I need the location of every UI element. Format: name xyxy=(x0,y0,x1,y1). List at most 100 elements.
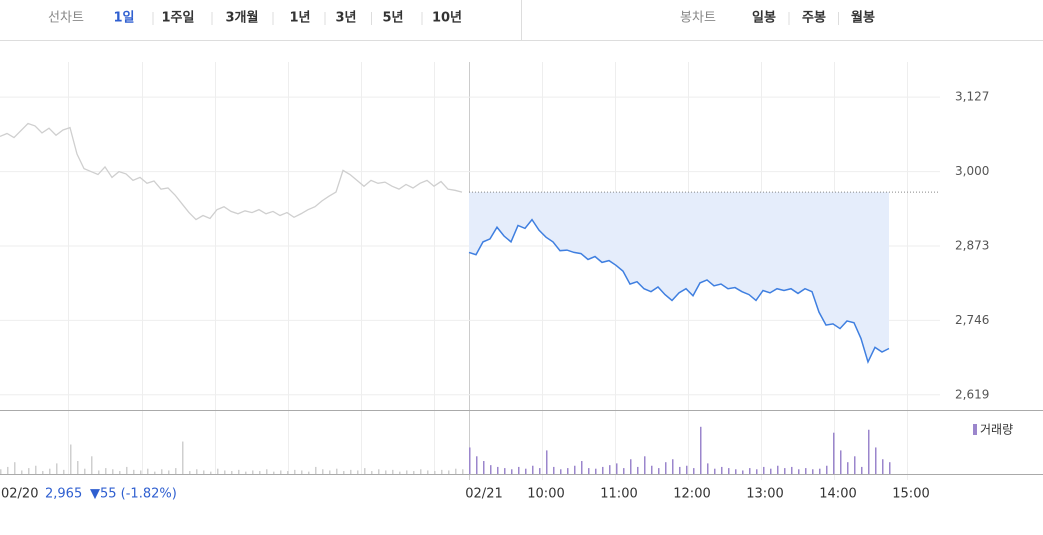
period-tab[interactable]: 10년 xyxy=(432,11,462,26)
volume-bar xyxy=(259,471,261,474)
volume-bar xyxy=(84,468,86,474)
volume-bar xyxy=(553,466,555,474)
volume-bar xyxy=(70,444,72,474)
volume-bar xyxy=(238,469,240,474)
volume-bar xyxy=(476,456,478,474)
volume-bar xyxy=(749,468,751,474)
volume-bar xyxy=(574,465,576,474)
volume-bar xyxy=(889,462,891,474)
volume-bar xyxy=(231,471,233,474)
x-tick-label: 12:00 xyxy=(673,487,710,502)
volume-bar xyxy=(490,465,492,474)
volume-bar xyxy=(105,468,107,474)
volume-bar xyxy=(840,450,842,474)
y-tick-label: 3,127 xyxy=(955,90,989,104)
volume-bar xyxy=(91,456,93,474)
volume-bar xyxy=(133,469,135,474)
volume-bar xyxy=(581,461,583,474)
line-chart-label: 선차트 xyxy=(48,11,84,26)
x-tick-label: 11:00 xyxy=(600,487,637,502)
volume-bar xyxy=(77,461,79,474)
volume-bar xyxy=(35,465,37,474)
volume-bar xyxy=(630,459,632,474)
volume-bar xyxy=(441,469,443,474)
y-tick-label: 2,619 xyxy=(955,387,989,401)
volume-bar xyxy=(0,469,2,474)
volume-bar xyxy=(371,471,373,474)
period-tab[interactable]: 5년 xyxy=(382,11,403,26)
volume-bar xyxy=(651,465,653,474)
previous-close: 2,965 xyxy=(45,487,82,502)
x-tick-label: 14:00 xyxy=(819,487,856,502)
volume-bar xyxy=(182,441,184,474)
volume-bar xyxy=(140,470,142,474)
volume-bar xyxy=(756,469,758,474)
area-fill xyxy=(469,192,889,362)
volume-bar xyxy=(147,468,149,474)
volume-bar xyxy=(546,450,548,474)
volume-bar xyxy=(266,469,268,474)
y-tick-label: 2,873 xyxy=(955,238,989,252)
volume-bar xyxy=(252,470,254,474)
volume-bar xyxy=(483,461,485,474)
volume-bar xyxy=(686,465,688,474)
volume-bar xyxy=(567,468,569,474)
x-tick-label: 10:00 xyxy=(527,487,564,502)
volume-bar xyxy=(203,470,205,474)
period-tab[interactable]: 1주일 xyxy=(162,11,195,26)
volume-bar xyxy=(833,432,835,474)
volume-bar xyxy=(623,468,625,474)
volume-bar xyxy=(595,468,597,474)
y-tick-label: 2,746 xyxy=(955,313,989,327)
volume-bar xyxy=(49,468,51,474)
volume-bar xyxy=(378,469,380,474)
volume-bar xyxy=(847,462,849,474)
volume-bar xyxy=(714,468,716,474)
volume-bar xyxy=(539,468,541,474)
price-change: ▼55 (-1.82%) xyxy=(90,487,177,502)
volume-bar xyxy=(245,471,247,474)
volume-bar xyxy=(854,456,856,474)
candle-chart-label: 봉차트 xyxy=(680,11,716,26)
volume-bar xyxy=(273,471,275,474)
volume-bar xyxy=(168,470,170,474)
volume-bar xyxy=(826,465,828,474)
candle-tab[interactable]: 주봉 xyxy=(802,11,826,26)
volume-bar xyxy=(819,468,821,474)
volume-bar xyxy=(679,466,681,474)
volume-bar xyxy=(798,469,800,474)
period-tab[interactable]: 3년 xyxy=(335,11,356,26)
volume-bar xyxy=(644,456,646,474)
y-tick-label: 3,000 xyxy=(955,164,989,178)
volume-bar xyxy=(196,469,198,474)
period-tab[interactable]: 1일 xyxy=(113,11,134,26)
volume-bar xyxy=(287,471,289,474)
volume-bar xyxy=(560,469,562,474)
legend-label: 거래량 xyxy=(980,423,1013,437)
volume-bar xyxy=(455,468,457,474)
volume-bar xyxy=(672,459,674,474)
volume-bar xyxy=(126,466,128,474)
candle-tab[interactable]: 일봉 xyxy=(752,11,776,26)
volume-bar xyxy=(735,469,737,474)
legend-swatch xyxy=(973,424,977,435)
volume-bar xyxy=(728,468,730,474)
volume-bar xyxy=(616,463,618,474)
volume-bar xyxy=(28,468,30,474)
volume-bar xyxy=(791,466,793,474)
volume-bar xyxy=(42,471,44,474)
period-tab[interactable]: 1년 xyxy=(289,11,310,26)
volume-bar xyxy=(56,463,58,474)
volume-bar xyxy=(637,466,639,474)
volume-bar xyxy=(119,471,121,474)
volume-bar xyxy=(308,471,310,474)
volume-bar xyxy=(693,468,695,474)
candle-tab[interactable]: 월봉 xyxy=(851,10,875,26)
volume-bar xyxy=(210,471,212,474)
volume-bar xyxy=(812,469,814,474)
period-tab[interactable]: 3개월 xyxy=(226,10,259,26)
volume-bar xyxy=(280,470,282,474)
volume-bar xyxy=(658,468,660,474)
volume-bar xyxy=(406,470,408,474)
